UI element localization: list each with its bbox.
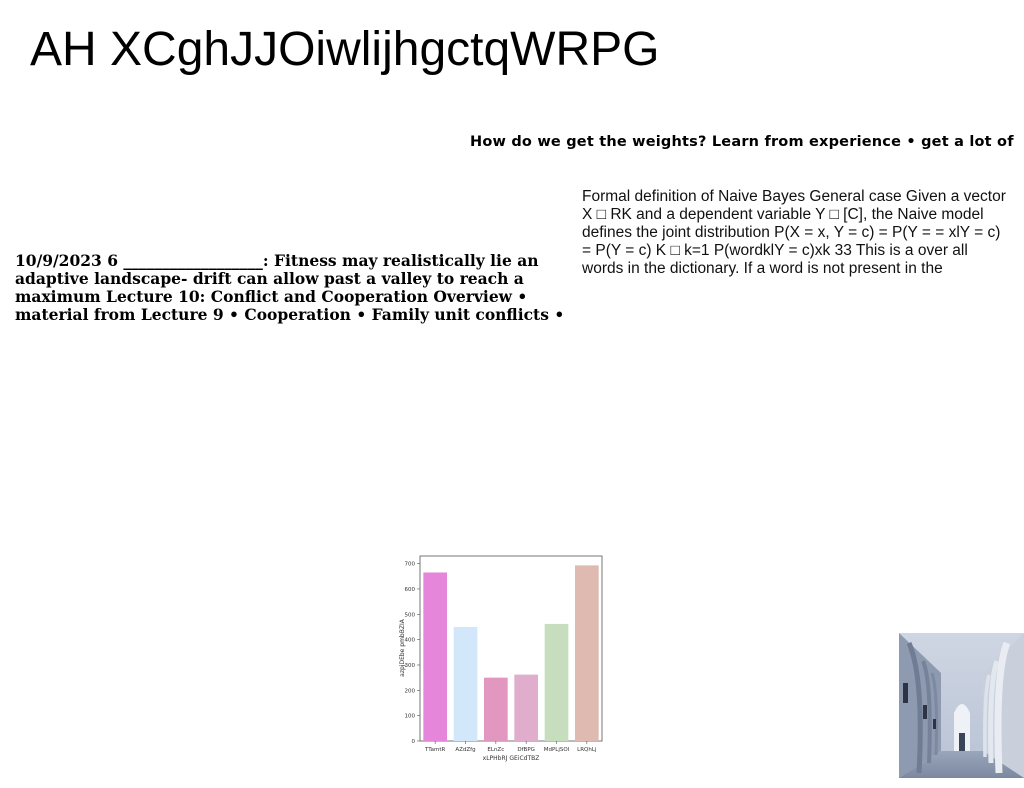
y-axis-label: azpjDEbe pmbBZIA xyxy=(399,618,406,677)
bar-ELnZc xyxy=(484,677,508,741)
left-text-block: 10/9/2023 6 __________________: Fitness … xyxy=(15,251,565,324)
right-text-block: Formal definition of Naive Bayes General… xyxy=(582,188,1006,277)
y-tick-label: 200 xyxy=(405,688,416,694)
x-tick-label: ELnZc xyxy=(487,747,504,753)
y-tick-label: 300 xyxy=(405,663,416,669)
bar-AZdZfg xyxy=(453,626,478,741)
x-tick-label: TTamtR xyxy=(424,747,446,753)
bar-MdPLjSOI xyxy=(544,623,569,741)
bar-chart: azpjDEbe pmbBZIA xLPHbRJ GEiCdTBZ 0 100 20… xyxy=(390,548,610,768)
y-tick-label: 500 xyxy=(405,612,416,618)
x-tick-label: AZdZfg xyxy=(455,747,475,753)
plot-frame xyxy=(419,555,603,742)
x-tick-label: LRQhLj xyxy=(577,747,597,753)
section-heading: How do we get the weights? Learn from ex… xyxy=(470,134,1014,150)
y-tick-label: 0 xyxy=(412,739,416,745)
x-axis-label: xLPHbRJ GEiCdTBZ xyxy=(483,755,540,762)
y-tick-label: 400 xyxy=(405,638,416,644)
x-tick-label: DfBPG xyxy=(517,747,535,753)
bar-LRQhLj xyxy=(575,565,599,741)
x-tick-label: MdPLjSOI xyxy=(544,747,570,753)
bar-DfBPG xyxy=(514,674,538,741)
y-tick-label: 600 xyxy=(405,587,416,593)
y-tick-label: 100 xyxy=(405,714,416,720)
colonnade-photo xyxy=(899,633,1024,778)
bar-TTamtR xyxy=(423,572,447,741)
y-tick-label: 700 xyxy=(405,562,416,568)
page-title: AH XCghJJOiwlijhgctqWRPG xyxy=(30,23,660,76)
